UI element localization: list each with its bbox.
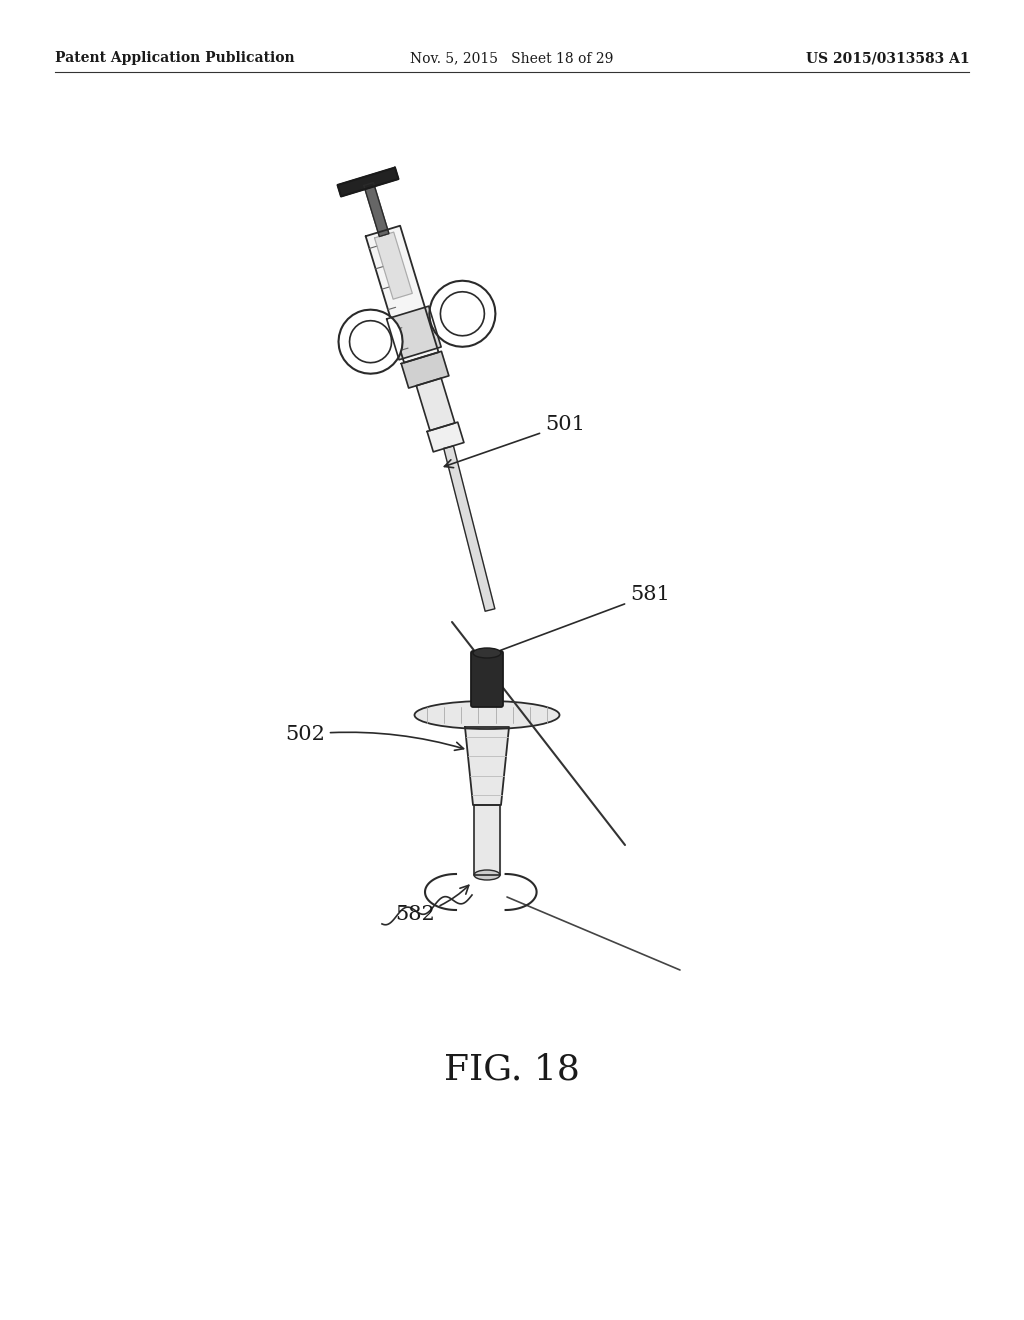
- Text: FIG. 18: FIG. 18: [444, 1053, 580, 1086]
- Text: 582: 582: [395, 886, 469, 924]
- Polygon shape: [366, 226, 438, 363]
- Polygon shape: [417, 378, 455, 430]
- Polygon shape: [338, 168, 398, 197]
- Text: Patent Application Publication: Patent Application Publication: [55, 51, 295, 65]
- Text: Nov. 5, 2015   Sheet 18 of 29: Nov. 5, 2015 Sheet 18 of 29: [411, 51, 613, 65]
- Ellipse shape: [415, 701, 559, 729]
- Polygon shape: [474, 805, 500, 875]
- Text: 581: 581: [484, 585, 670, 657]
- Ellipse shape: [429, 281, 496, 347]
- Ellipse shape: [473, 648, 501, 657]
- Polygon shape: [465, 727, 509, 805]
- Text: US 2015/0313583 A1: US 2015/0313583 A1: [806, 51, 970, 65]
- Ellipse shape: [339, 310, 402, 374]
- Polygon shape: [401, 351, 449, 388]
- Text: 501: 501: [444, 414, 585, 467]
- Ellipse shape: [440, 292, 484, 335]
- Polygon shape: [387, 306, 441, 360]
- Ellipse shape: [474, 870, 500, 880]
- Ellipse shape: [349, 321, 391, 363]
- Polygon shape: [364, 182, 389, 236]
- Polygon shape: [427, 422, 464, 451]
- FancyBboxPatch shape: [471, 651, 503, 708]
- Text: 502: 502: [285, 725, 464, 750]
- Polygon shape: [375, 232, 413, 300]
- Polygon shape: [443, 446, 495, 611]
